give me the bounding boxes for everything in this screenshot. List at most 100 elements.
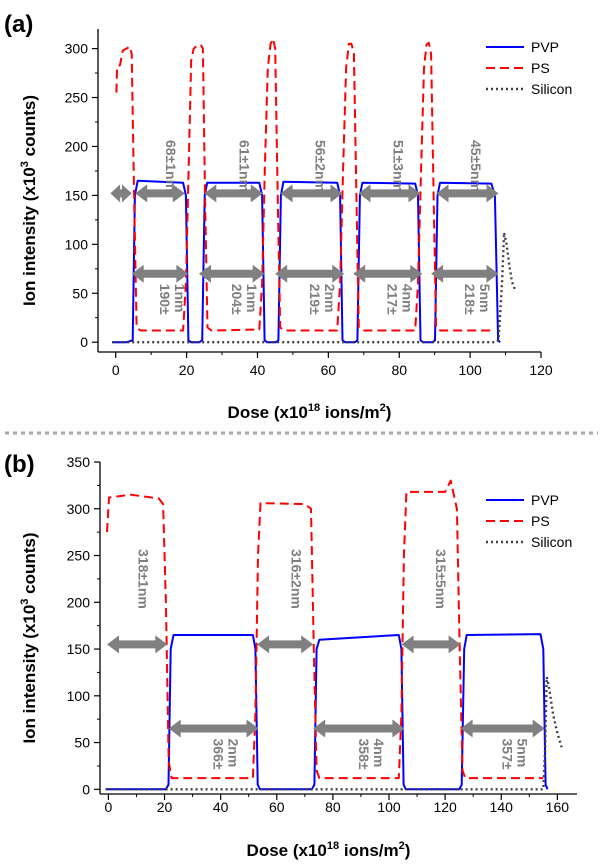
- legend-label-silicon: Silicon: [531, 534, 572, 550]
- width-label: 366± 2nm: [211, 739, 242, 770]
- panel-label: (a): [4, 11, 33, 38]
- y-tick-label: 300: [65, 41, 89, 57]
- width-label: 204± 1nm: [229, 284, 260, 315]
- series-line-silicon: [105, 675, 563, 791]
- thickness-arrow: [257, 635, 314, 654]
- width-arrow: [460, 719, 545, 738]
- width-label-line2: 2nm: [226, 739, 242, 768]
- x-tick-label: 120: [529, 362, 553, 378]
- y-tick-label: 200: [65, 138, 89, 154]
- width-label: 219± 2nm: [307, 284, 338, 315]
- y-tick-label: 0: [82, 781, 90, 797]
- thickness-label: 45±5nm: [468, 140, 484, 192]
- x-tick-label: 140: [490, 799, 514, 815]
- thickness-arrow: [204, 184, 263, 203]
- x-axis-title: Dose (x1018 ions/m2): [228, 402, 392, 422]
- width-arrow: [313, 719, 405, 738]
- thickness-label: 318±1nm: [136, 549, 152, 609]
- x-tick-label: 0: [105, 799, 113, 815]
- thickness-arrow: [280, 184, 343, 203]
- width-label-line1: 217±: [385, 284, 401, 315]
- width-label: 358± 4nm: [356, 739, 387, 770]
- y-tick-label: 50: [72, 285, 88, 301]
- thickness-label: 61±1nm: [236, 140, 252, 192]
- width-arrow: [131, 264, 189, 283]
- width-label-line2: 1nm: [172, 284, 188, 313]
- thickness-label: 51±3nm: [391, 140, 407, 192]
- x-tick-label: 120: [433, 799, 457, 815]
- width-label: 217± 4nm: [385, 284, 416, 315]
- y-tick-label: 200: [67, 594, 91, 610]
- thickness-label: 316±2nm: [289, 549, 305, 609]
- y-tick-label: 150: [65, 187, 89, 203]
- width-label-line1: 204±: [229, 284, 245, 315]
- x-tick-label: 100: [458, 362, 482, 378]
- legend-label-ps: PS: [531, 60, 550, 76]
- x-tick-label: 20: [157, 799, 173, 815]
- legend-label-pvp: PVP: [531, 39, 559, 55]
- thickness-label: 56±2nm: [313, 140, 329, 192]
- width-label: 218± 5nm: [462, 284, 493, 315]
- x-axis-title: Dose (x1018 ions/m2): [247, 840, 411, 860]
- width-arrow: [275, 264, 345, 283]
- y-tick-label: 150: [67, 641, 91, 657]
- x-tick-label: 60: [321, 362, 337, 378]
- y-tick-label: 50: [74, 735, 90, 751]
- thickness-label: 68±1nm: [163, 140, 179, 192]
- y-tick-label: 100: [67, 688, 91, 704]
- series-line-ps: [106, 479, 544, 780]
- chart-panel-a: 0 20 40 60 80 100 120 0 50 100 150 200 250 300 68±1nm 6…: [4, 11, 572, 422]
- x-tick-label: 20: [179, 362, 195, 378]
- thickness-arrow: [110, 184, 132, 203]
- y-tick-label: 0: [80, 334, 88, 350]
- y-tick-label: 350: [67, 454, 91, 470]
- width-label-line2: 1nm: [244, 284, 260, 313]
- width-arrow: [353, 264, 423, 283]
- x-tick-label: 0: [112, 362, 120, 378]
- thickness-arrow: [135, 184, 185, 203]
- series-line-pvp: [112, 179, 501, 344]
- width-label-line2: 5nm: [515, 739, 531, 768]
- width-label-line1: 357±: [500, 739, 516, 770]
- width-arrow: [199, 264, 265, 283]
- x-tick-label: 40: [213, 799, 229, 815]
- x-tick-label: 80: [325, 799, 341, 815]
- thickness-arrow: [107, 635, 168, 654]
- width-label-line2: 5nm: [477, 284, 493, 313]
- x-tick-label: 100: [377, 799, 401, 815]
- legend-label-pvp: PVP: [531, 492, 559, 508]
- y-tick-label: 250: [67, 548, 91, 564]
- width-label-line2: 4nm: [371, 739, 387, 768]
- thickness-arrow: [358, 184, 421, 203]
- series-line-ps: [115, 37, 494, 332]
- width-label-line1: 366±: [211, 739, 227, 770]
- chart-panel-b: 0 20 40 60 80 100 120 140 160 0 50 100 150 200 250 300 3…: [4, 451, 577, 860]
- x-tick-label: 40: [250, 362, 266, 378]
- y-axis-title: Ion intensity (x103 counts): [19, 95, 39, 306]
- x-tick-label: 60: [269, 799, 285, 815]
- legend-label-silicon: Silicon: [531, 81, 572, 97]
- width-label-line1: 190±: [157, 284, 173, 315]
- width-label: 190± 1nm: [157, 284, 188, 315]
- width-arrow: [168, 719, 259, 738]
- width-label-line2: 4nm: [400, 284, 416, 313]
- panel-label: (b): [4, 451, 35, 478]
- y-tick-label: 250: [65, 90, 89, 106]
- y-tick-label: 100: [65, 236, 89, 252]
- width-label-line1: 218±: [462, 284, 478, 315]
- thickness-arrow: [401, 635, 461, 654]
- width-label: 357± 5nm: [500, 739, 531, 770]
- legend-label-ps: PS: [531, 513, 550, 529]
- thickness-arrow: [436, 184, 499, 203]
- x-tick-label: 160: [546, 799, 570, 815]
- width-label-line1: 219±: [307, 284, 323, 315]
- y-axis-title: Ion intensity (x103 counts): [19, 532, 39, 743]
- width-label-line2: 2nm: [322, 284, 338, 313]
- width-arrow: [431, 264, 499, 283]
- thickness-label: 315±5nm: [433, 549, 449, 609]
- y-tick-label: 300: [67, 501, 91, 517]
- x-tick-label: 80: [391, 362, 407, 378]
- series-line-pvp: [105, 633, 549, 791]
- width-label-line1: 358±: [356, 739, 372, 770]
